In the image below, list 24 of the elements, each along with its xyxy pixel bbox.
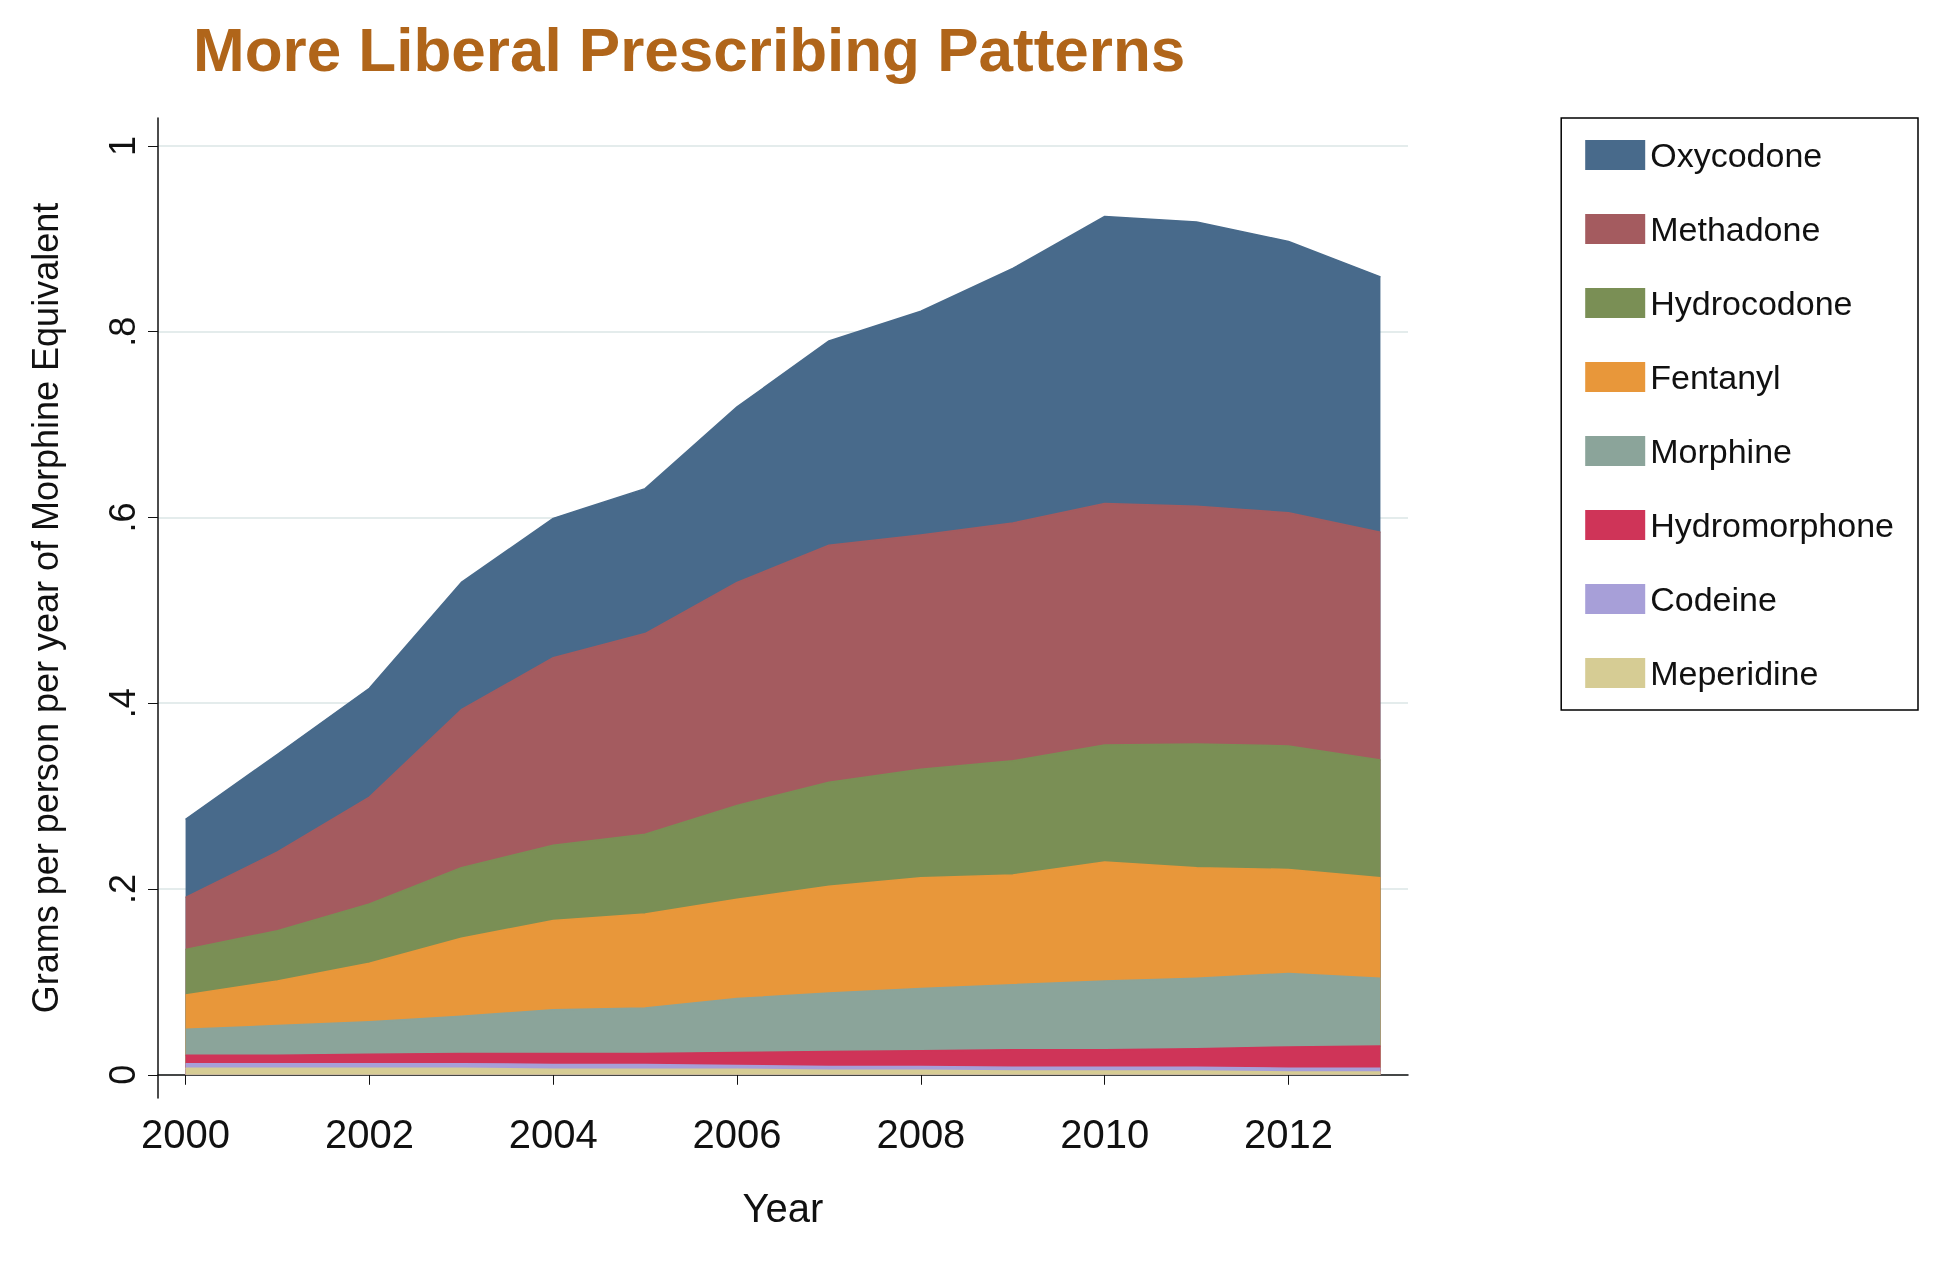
legend-label: Oxycodone: [1650, 136, 1823, 174]
y-tick-label: 0: [101, 1064, 143, 1085]
y-tick-label: .8: [101, 316, 143, 347]
y-tick-label: .2: [101, 873, 143, 905]
y-tick-label: .4: [101, 688, 143, 719]
x-tick-label: 2006: [692, 1112, 782, 1156]
y-tick-label: 1: [101, 135, 143, 156]
x-tick-label: 2000: [141, 1112, 231, 1156]
legend-label: Codeine: [1650, 580, 1777, 618]
x-tick-label: 2002: [324, 1112, 414, 1156]
legend-label: Hydrocodone: [1650, 284, 1853, 322]
x-axis-title: Year: [742, 1186, 824, 1230]
y-axis-title: Grams per person per year of Morphine Equivalent: [24, 202, 66, 1014]
legend-label: Fentanyl: [1650, 358, 1781, 396]
legend-label: Meperidine: [1650, 654, 1819, 692]
x-tick-label: 2008: [876, 1112, 966, 1156]
y-tick-label: .6: [101, 502, 143, 533]
chart-title: More Liberal Prescribing Patterns: [193, 14, 1186, 84]
x-tick-label: 2010: [1060, 1112, 1150, 1156]
legend-label: Methadone: [1650, 210, 1821, 248]
x-tick-label: 2012: [1244, 1112, 1334, 1156]
x-tick-label: 2004: [508, 1112, 598, 1156]
legend-label: Hydromorphone: [1650, 506, 1894, 544]
legend-label: Morphine: [1650, 432, 1792, 470]
